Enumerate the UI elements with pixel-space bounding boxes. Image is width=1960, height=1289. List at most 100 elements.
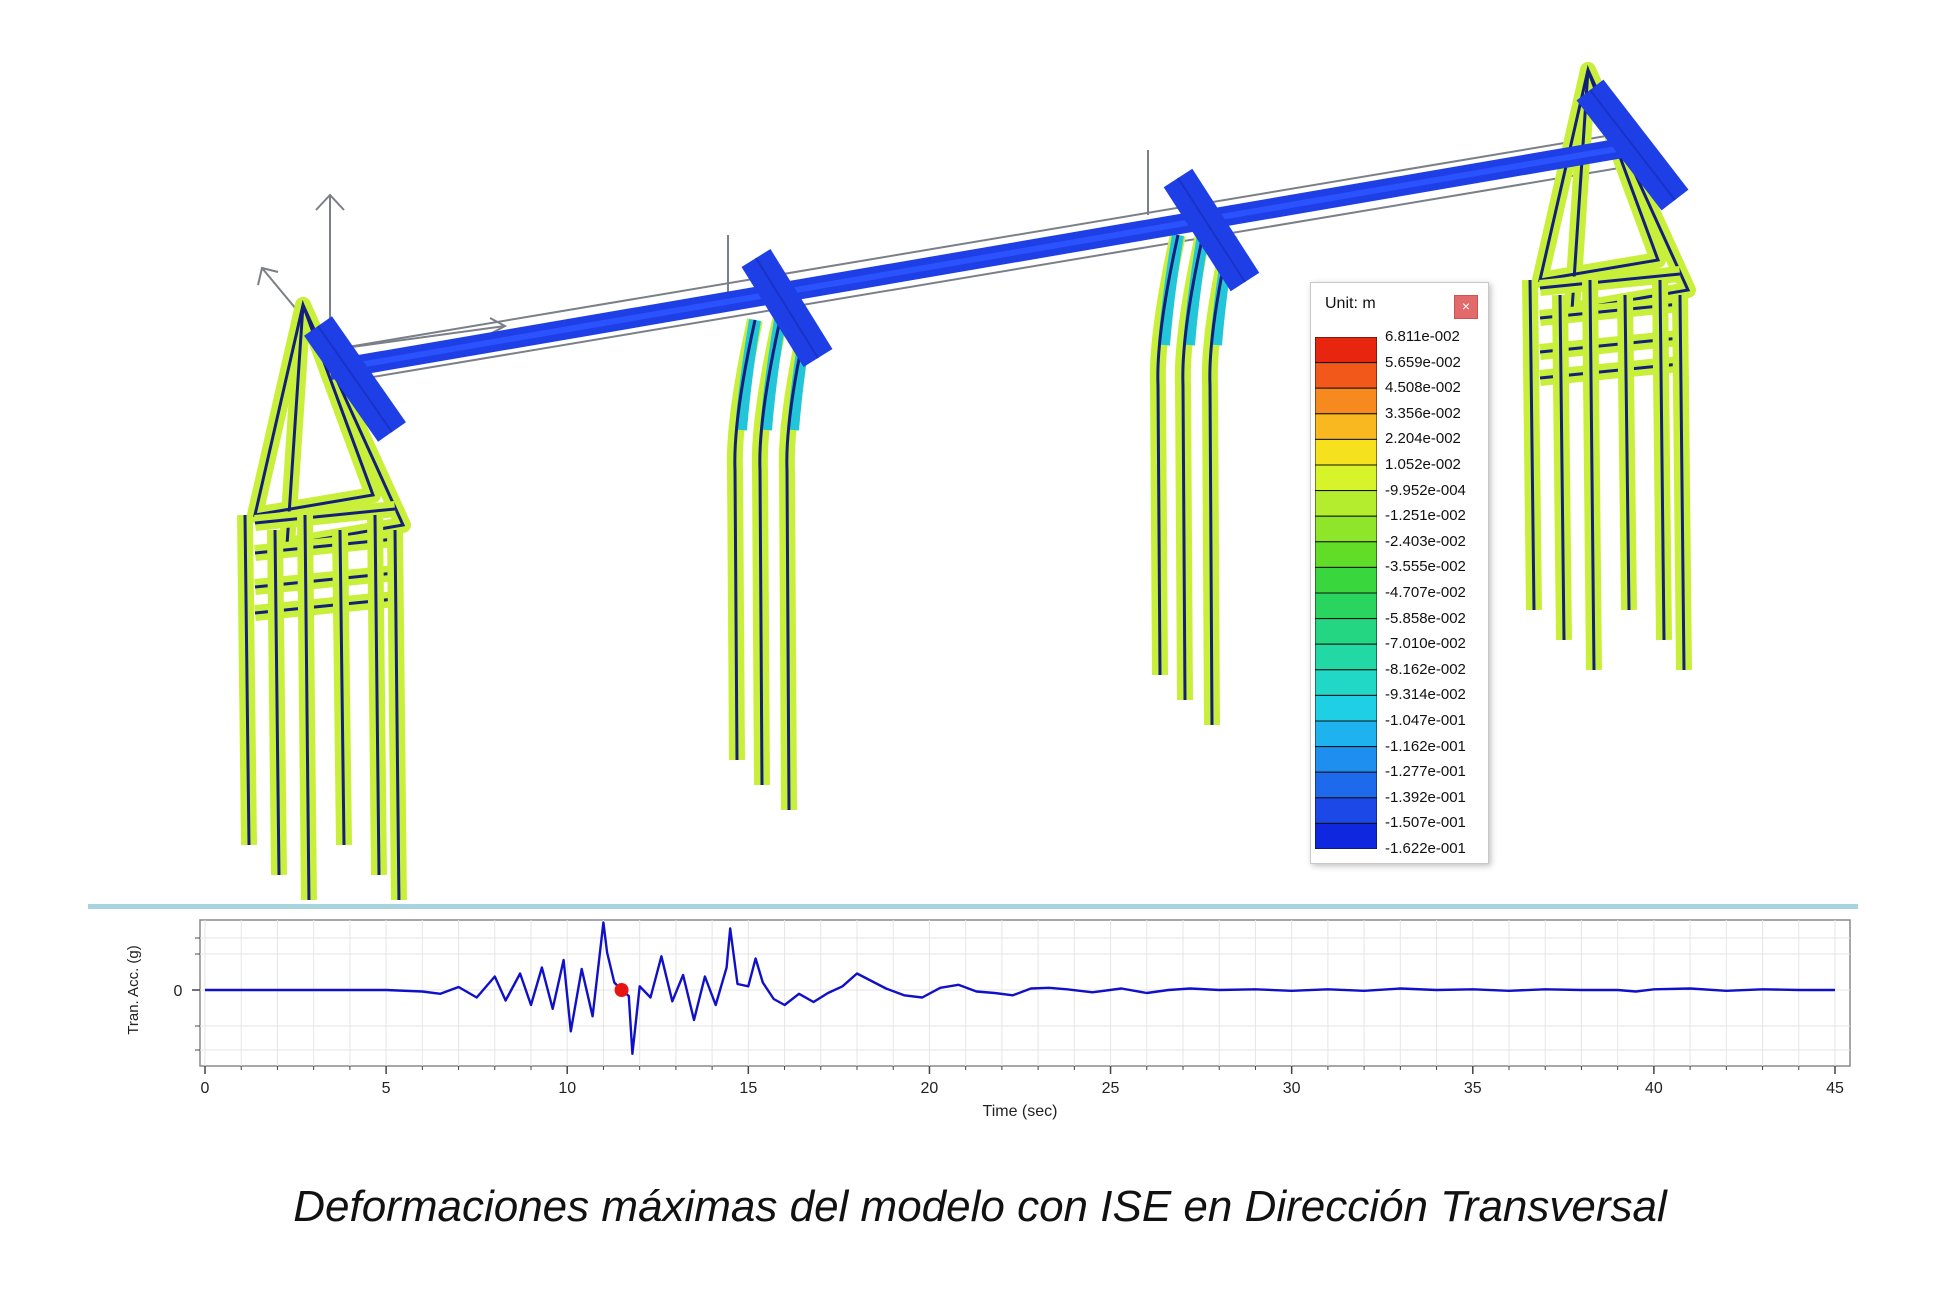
legend-swatch bbox=[1315, 592, 1377, 620]
abutment-pile-line bbox=[1528, 279, 1536, 611]
cap-beam-pier-2-edge bbox=[1177, 177, 1246, 283]
right-abutment[interactable] bbox=[1522, 62, 1696, 671]
legend-swatch bbox=[1315, 490, 1377, 517]
y-tick-label: 0 bbox=[174, 983, 183, 1000]
legend-level-label: -7.010e-002 bbox=[1385, 635, 1466, 653]
legend-swatch bbox=[1315, 720, 1377, 748]
legend-unit-title: Unit: m bbox=[1325, 295, 1376, 312]
legend-level-label: -1.507e-001 bbox=[1385, 814, 1466, 832]
legend-level-label: -4.707e-002 bbox=[1385, 584, 1466, 601]
legend-swatch bbox=[1315, 618, 1377, 645]
legend-level-label: -1.277e-001 bbox=[1385, 763, 1466, 781]
legend-swatch bbox=[1315, 337, 1377, 364]
cap-beam-right-edge bbox=[1589, 89, 1676, 201]
legend-swatch bbox=[1315, 464, 1377, 492]
y-axis-label: Tran. Acc. (g) bbox=[125, 945, 142, 1034]
acceleration-series-line bbox=[205, 921, 1835, 1055]
legend-level-label: 1.052e-002 bbox=[1385, 456, 1461, 473]
axis-arrowhead bbox=[315, 193, 345, 211]
abutment-pile-line bbox=[303, 514, 311, 900]
cap-beam-left-edge bbox=[317, 325, 393, 433]
legend-level-label: 6.811e-002 bbox=[1385, 328, 1460, 345]
deck-outline bbox=[354, 161, 1656, 381]
x-tick-label: 30 bbox=[1283, 1080, 1301, 1097]
acceleration-time-history-plot[interactable]: 0 5 10 15 20 25 30 35 40 45 0 Tran. Acc. (g) Time (s… bbox=[0, 910, 1960, 1140]
abutment-frame-line bbox=[253, 299, 376, 517]
legend-swatch bbox=[1315, 643, 1377, 671]
legend-swatch bbox=[1315, 362, 1377, 389]
x-tick-label: 20 bbox=[921, 1080, 939, 1097]
x-tick-label: 5 bbox=[382, 1080, 391, 1097]
legend-swatch bbox=[1315, 566, 1377, 594]
x-tick-label: 15 bbox=[739, 1080, 757, 1097]
legend-level-label: 3.356e-002 bbox=[1385, 404, 1461, 422]
legend-level-label: -9.952e-004 bbox=[1385, 481, 1466, 499]
legend-header: Unit: m × bbox=[1311, 283, 1488, 325]
pier-pile-line bbox=[758, 319, 782, 786]
left-abutment[interactable] bbox=[237, 297, 411, 900]
bridge-deck-highlight bbox=[329, 142, 1641, 373]
abutment-pile-line bbox=[1558, 294, 1566, 641]
abutment-pile-line bbox=[373, 514, 381, 876]
abutment-pile-line bbox=[1588, 279, 1596, 671]
abutment-brace-line bbox=[1539, 272, 1681, 290]
plot-frame bbox=[199, 919, 1851, 1067]
pier-pile-line bbox=[733, 319, 757, 761]
legend-level-label: -8.162e-002 bbox=[1385, 660, 1466, 678]
legend-level-label: -1.392e-001 bbox=[1385, 788, 1466, 806]
legend-level-label: -1.622e-001 bbox=[1385, 840, 1466, 857]
legend-level-label: -3.555e-002 bbox=[1385, 558, 1466, 576]
legend-level-label: -2.403e-002 bbox=[1385, 532, 1466, 550]
legend-swatch bbox=[1315, 515, 1377, 543]
panel-separator bbox=[88, 904, 1858, 909]
legend-level-label: -5.858e-002 bbox=[1385, 609, 1466, 627]
x-tick-label: 0 bbox=[201, 1080, 210, 1097]
x-tick-label: 45 bbox=[1826, 1080, 1844, 1097]
legend-swatch bbox=[1315, 387, 1377, 415]
abutment-pile-line bbox=[273, 529, 281, 876]
abutment-pile-line bbox=[393, 529, 401, 900]
abutment-brace-line bbox=[254, 507, 396, 525]
abutment-pile-line bbox=[338, 529, 346, 846]
legend-level-label: 4.508e-002 bbox=[1385, 379, 1461, 397]
abutment-pile-line bbox=[1678, 294, 1686, 671]
x-axis-label: Time (sec) bbox=[983, 1103, 1058, 1120]
x-tick-label: 25 bbox=[1102, 1080, 1120, 1097]
pier-2[interactable] bbox=[1149, 233, 1238, 726]
abutment-frame-line bbox=[1538, 64, 1661, 282]
legend-swatch bbox=[1315, 413, 1377, 440]
legend-level-label: -1.162e-001 bbox=[1385, 737, 1466, 755]
legend-swatch bbox=[1315, 746, 1377, 773]
legend-level-label: 2.204e-002 bbox=[1385, 430, 1461, 448]
time-marker[interactable] bbox=[614, 983, 629, 997]
legend-level-label: -9.314e-002 bbox=[1385, 686, 1466, 704]
abutment-pile-line bbox=[1623, 294, 1631, 611]
x-tick-label: 40 bbox=[1645, 1080, 1663, 1097]
legend-level-label: -1.047e-001 bbox=[1385, 712, 1466, 729]
x-tick-label: 35 bbox=[1464, 1080, 1482, 1097]
pier-1[interactable] bbox=[726, 318, 815, 811]
x-tick-label: 10 bbox=[558, 1080, 576, 1097]
legend-swatch bbox=[1315, 669, 1377, 696]
legend-close-button[interactable]: × bbox=[1454, 295, 1478, 319]
axis-arrowhead bbox=[257, 266, 279, 286]
legend-level-label: -1.251e-002 bbox=[1385, 507, 1466, 525]
axis-arrowhead bbox=[489, 317, 508, 335]
pier-pile-line bbox=[1181, 234, 1205, 701]
figure-caption: Deformaciones máximas del modelo con ISE… bbox=[293, 1182, 1667, 1231]
legend-swatch bbox=[1315, 694, 1377, 722]
legend-level-label: 5.659e-002 bbox=[1385, 353, 1461, 371]
legend-swatch bbox=[1315, 797, 1377, 824]
legend-swatch bbox=[1315, 438, 1377, 466]
pier-pile-line bbox=[1156, 234, 1180, 676]
legend-swatch bbox=[1315, 541, 1377, 568]
cap-beam-pier-1-edge bbox=[755, 257, 819, 359]
legend-swatch bbox=[1315, 771, 1377, 799]
legend-swatch bbox=[1315, 822, 1377, 849]
displacement-legend[interactable]: Unit: m × 6.811e-002 5.659e-002 4.508e-002… bbox=[1310, 282, 1489, 864]
abutment-pile-line bbox=[243, 514, 251, 846]
deck-outline bbox=[329, 131, 1631, 351]
bridge-deformation-view[interactable] bbox=[0, 0, 1960, 900]
legend-color-scale bbox=[1315, 337, 1377, 849]
abutment-pile-line bbox=[1658, 279, 1666, 641]
